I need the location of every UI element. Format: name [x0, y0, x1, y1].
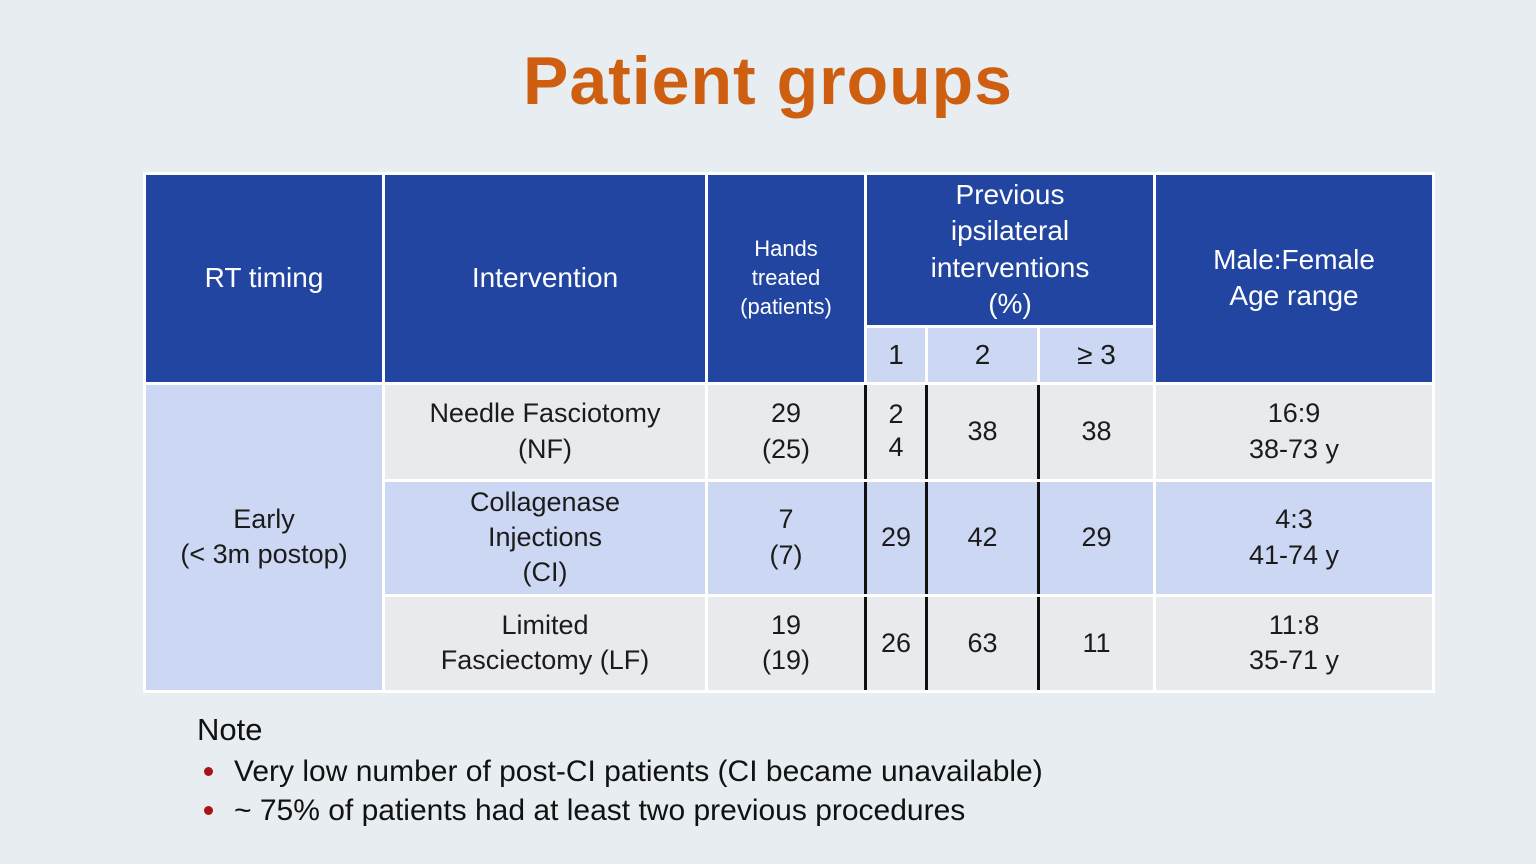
- cell-prev-3-ci: 29: [1037, 478, 1156, 597]
- note-bullet-1: Very low number of post-CI patients (CI …: [197, 752, 1347, 791]
- cell-prev-1-ci: 29: [864, 478, 928, 597]
- cell-prev-1-nf: 24: [864, 381, 928, 482]
- note-heading: Note: [197, 712, 263, 747]
- cell-hands-treated-lf: 19 (19): [705, 593, 867, 693]
- cell-prev-3-lf: 11: [1037, 593, 1156, 693]
- cell-hands-treated-nf: 29 (25): [705, 381, 867, 482]
- cell-male-female-nf: 16:9 38-73 y: [1153, 381, 1435, 482]
- col-header-male-female-age: Male:Female Age range: [1153, 172, 1435, 385]
- cell-intervention-ci: Collagenase Injections (CI): [382, 478, 708, 597]
- col-header-intervention: Intervention: [382, 172, 708, 385]
- table-row-limited-fasciectomy: Limited Fasciectomy (LF) 19 (19) 26 63 1…: [145, 593, 1435, 693]
- cell-intervention-nf: Needle Fasciotomy (NF): [382, 381, 708, 482]
- col-header-hands-treated: Hands treated (patients): [705, 172, 867, 385]
- cell-rt-timing-early: Early (< 3m postop): [143, 381, 385, 693]
- col-subheader-1: 1: [864, 324, 928, 385]
- cell-prev-3-nf: 38: [1037, 381, 1156, 482]
- table-row-needle-fasciotomy: Early (< 3m postop) Needle Fasciotomy (N…: [143, 381, 1435, 693]
- col-header-previous-interventions: Previous ipsilateral interventions (%): [864, 172, 1156, 328]
- col-subheader-3: ≥ 3: [1037, 324, 1156, 385]
- cell-male-female-ci: 4:3 41-74 y: [1153, 478, 1435, 597]
- header-row: RT timing Intervention Hands treated (pa…: [143, 172, 1435, 385]
- cell-prev-2-lf: 63: [925, 593, 1040, 693]
- note-section: Note Very low number of post-CI patients…: [197, 712, 1347, 830]
- note-bullet-list: Very low number of post-CI patients (CI …: [197, 752, 1347, 830]
- col-header-rt-timing: RT timing: [143, 172, 385, 385]
- slide-title: Patient groups: [522, 43, 1014, 119]
- col-subheader-2: 2: [925, 324, 1040, 385]
- cell-male-female-lf: 11:8 35-71 y: [1153, 593, 1435, 693]
- note-bullet-2: ~ 75% of patients had at least two previ…: [197, 791, 1347, 830]
- cell-prev-2-nf: 38: [925, 381, 1040, 482]
- cell-prev-2-ci: 42: [925, 478, 1040, 597]
- cell-prev-1-lf: 26: [864, 593, 928, 693]
- stacked-value: 24: [888, 398, 904, 463]
- patient-groups-table: RT timing Intervention Hands treated (pa…: [143, 172, 1435, 693]
- cell-intervention-lf: Limited Fasciectomy (LF): [382, 593, 708, 693]
- subheader-row: 1 2 ≥ 3: [145, 324, 1434, 385]
- table-row-collagenase-injections: Collagenase Injections (CI) 7 (7) 29 42 …: [145, 478, 1435, 597]
- cell-hands-treated-ci: 7 (7): [705, 478, 867, 597]
